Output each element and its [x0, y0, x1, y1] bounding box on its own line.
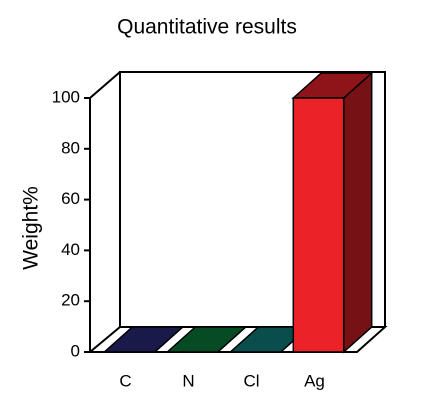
bar-side — [342, 71, 373, 354]
y-tick-label: 20 — [61, 291, 80, 310]
y-tick-label: 60 — [61, 189, 80, 208]
bar — [102, 326, 185, 353]
y-tick-label: 0 — [71, 341, 80, 360]
bar — [165, 326, 248, 353]
y-axis-label: Weight% — [20, 186, 43, 270]
x-tick-label: Cl — [243, 371, 259, 390]
bar-top — [102, 326, 185, 353]
chart-title: Quantitative results — [117, 16, 297, 39]
y-tick-label: 100 — [52, 87, 80, 106]
x-tick-label: C — [119, 371, 131, 390]
bar-top — [165, 326, 248, 353]
x-tick-label: Ag — [304, 371, 325, 390]
y-tick-label: 80 — [61, 138, 80, 157]
y-tick-label: 40 — [61, 240, 80, 259]
bar-front — [292, 97, 345, 353]
bar — [291, 71, 374, 354]
x-tick-label: N — [182, 371, 194, 390]
